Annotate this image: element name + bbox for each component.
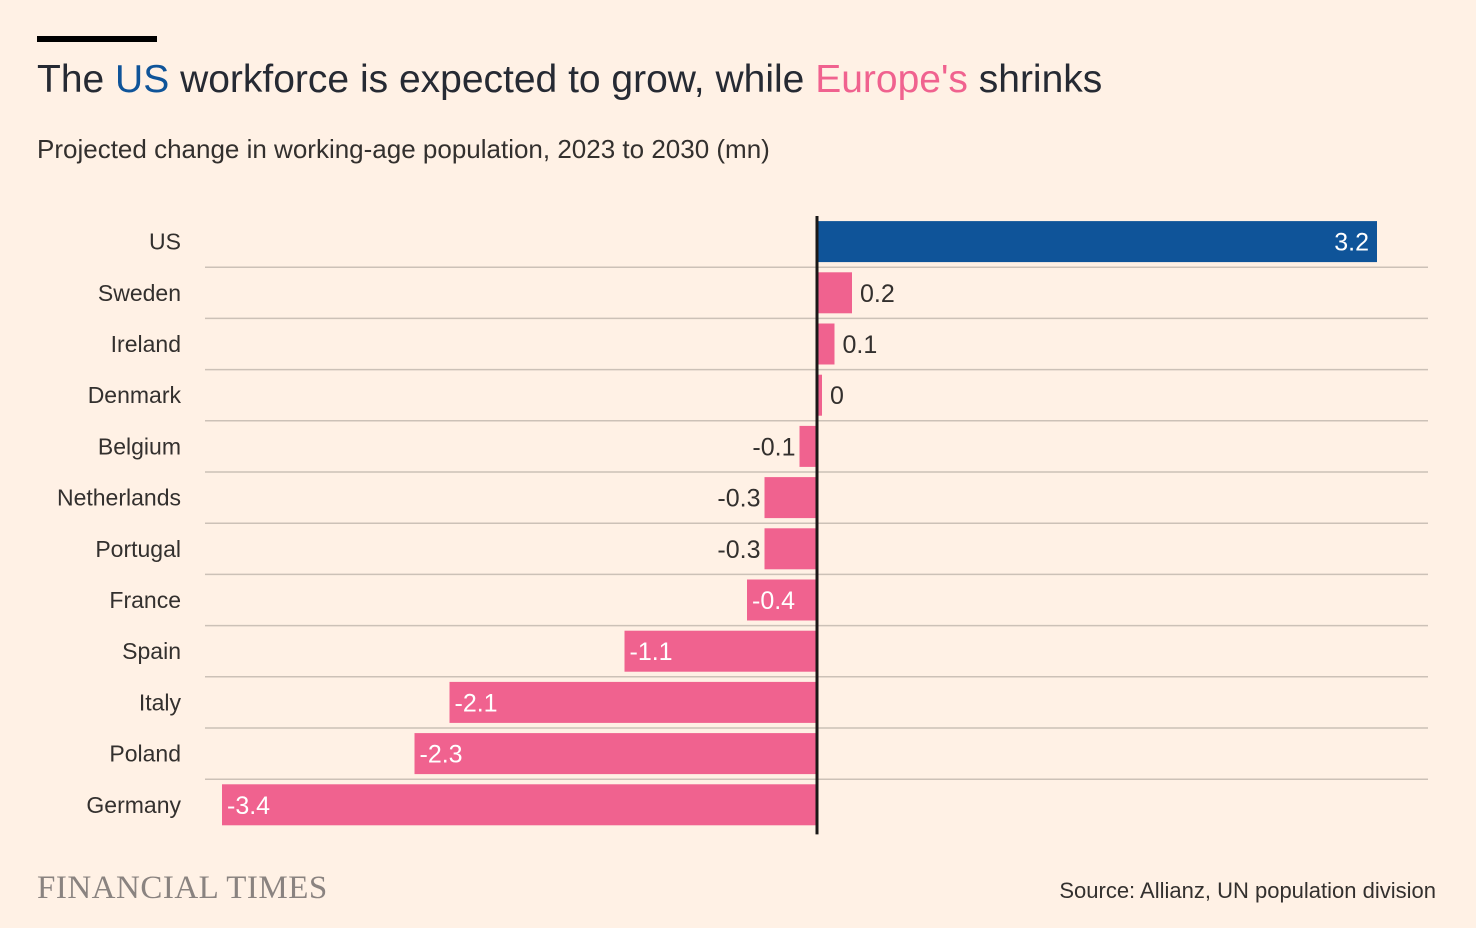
chart-subtitle: Projected change in working-age populati…: [37, 134, 770, 164]
value-label-netherlands: -0.3: [717, 485, 760, 513]
ft-logo: FINANCIAL TIMES: [37, 870, 328, 906]
category-label-france: France: [109, 587, 181, 613]
category-label-sweden: Sweden: [98, 280, 181, 306]
title-part-3: shrinks: [967, 58, 1103, 101]
bar-chart: US 3.2 Sweden 0.2 Ireland 0.1 Denmark 0 Belgium -…: [57, 216, 1428, 835]
value-label-portugal: -0.3: [717, 536, 760, 564]
title-part-1: The: [37, 58, 116, 101]
category-label-poland: Poland: [109, 741, 181, 767]
bar-sweden: [817, 272, 852, 314]
value-label-spain: -1.1: [630, 638, 673, 666]
bar-france: [747, 579, 817, 621]
bar-poland: [414, 733, 817, 775]
category-label-denmark: Denmark: [88, 382, 182, 408]
category-label-us: US: [149, 229, 181, 255]
category-label-portugal: Portugal: [95, 536, 181, 562]
value-label-denmark: 0: [830, 382, 844, 410]
bar-us: [817, 221, 1377, 263]
title-highlight-europe: Europe's: [815, 58, 968, 101]
title-part-2: workforce is expected to grow, while: [169, 58, 816, 101]
bar-germany: [222, 784, 817, 826]
bar-spain: [624, 630, 817, 672]
bar-belgium: [799, 425, 817, 467]
bar-netherlands: [764, 477, 817, 519]
value-label-poland: -2.3: [420, 741, 463, 769]
value-label-france: -0.4: [752, 587, 795, 615]
title-highlight-us: US: [115, 58, 170, 101]
source-note: Source: Allianz, UN population division: [1059, 878, 1436, 903]
value-label-us: 3.2: [1334, 229, 1369, 257]
category-label-spain: Spain: [122, 638, 181, 664]
category-label-italy: Italy: [139, 689, 182, 715]
chart-title: The US workforce is expected to grow, wh…: [37, 58, 1102, 102]
bar-italy: [449, 681, 817, 723]
value-label-sweden: 0.2: [860, 280, 895, 308]
value-label-ireland: 0.1: [843, 331, 878, 359]
value-label-germany: -3.4: [227, 792, 270, 820]
bar-ireland: [817, 323, 835, 365]
category-label-ireland: Ireland: [111, 331, 181, 357]
category-label-germany: Germany: [86, 792, 181, 818]
bar-portugal: [764, 528, 817, 570]
top-rule: [37, 36, 157, 42]
category-label-netherlands: Netherlands: [57, 485, 181, 511]
category-label-belgium: Belgium: [98, 433, 181, 459]
value-label-italy: -2.1: [455, 689, 498, 717]
value-label-belgium: -0.1: [752, 433, 795, 461]
bar-denmark: [817, 374, 822, 416]
